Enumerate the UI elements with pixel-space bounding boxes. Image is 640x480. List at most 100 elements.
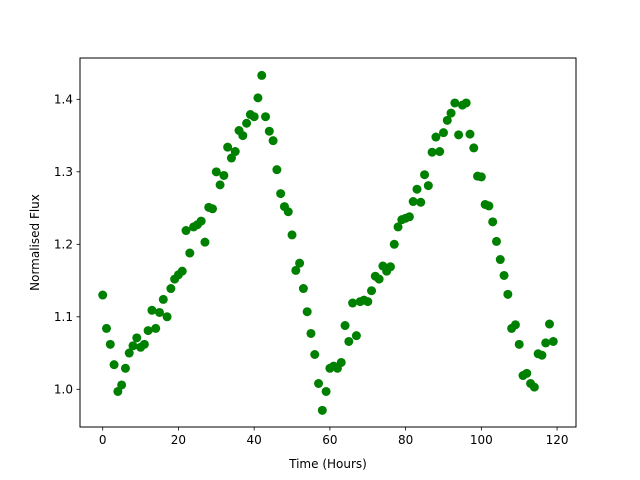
data-point xyxy=(416,197,426,207)
data-point xyxy=(484,201,494,211)
data-point xyxy=(491,236,501,246)
data-point xyxy=(295,258,305,268)
data-point xyxy=(351,331,361,341)
data-point xyxy=(348,298,358,308)
data-point xyxy=(162,312,172,322)
data-point xyxy=(423,181,433,191)
data-point xyxy=(340,321,350,331)
data-point xyxy=(298,284,308,294)
data-point xyxy=(344,336,354,346)
data-point xyxy=(117,380,127,390)
data-point xyxy=(314,379,324,388)
data-point xyxy=(503,289,513,299)
data-point xyxy=(151,323,161,333)
data-point xyxy=(208,204,218,214)
y-tick-label: 1.4 xyxy=(54,92,73,106)
data-point xyxy=(211,167,221,177)
data-point xyxy=(465,129,475,139)
data-point xyxy=(291,265,301,275)
x-axis-ticks: 0 20 40 60 80 100 120 xyxy=(99,427,569,447)
data-point xyxy=(272,165,282,175)
data-point xyxy=(363,297,373,307)
y-tick-label: 1.1 xyxy=(54,310,73,324)
data-point xyxy=(321,386,331,396)
data-point xyxy=(249,112,259,122)
data-point xyxy=(495,255,505,265)
data-point xyxy=(98,290,108,300)
data-point xyxy=(389,239,399,249)
x-axis-label: Time (Hours) xyxy=(288,457,367,471)
data-point xyxy=(226,153,236,163)
axes-frame xyxy=(79,57,577,428)
x-tick-label: 20 xyxy=(171,433,186,447)
data-point xyxy=(155,307,165,317)
data-point xyxy=(541,338,551,348)
data-point xyxy=(166,284,176,294)
data-points xyxy=(98,70,558,415)
data-point xyxy=(306,328,316,338)
data-point xyxy=(264,126,274,136)
data-point xyxy=(276,189,286,199)
data-point xyxy=(177,266,187,276)
x-tick-label: 120 xyxy=(546,433,569,447)
data-point xyxy=(257,70,267,80)
y-tick-label: 1.3 xyxy=(54,165,73,179)
y-axis-label: Normalised Flux xyxy=(28,194,42,291)
data-point xyxy=(454,130,464,140)
x-tick-label: 0 xyxy=(99,433,107,447)
data-point xyxy=(181,226,191,236)
data-point xyxy=(158,294,168,304)
data-point xyxy=(253,93,263,103)
data-point xyxy=(336,357,346,367)
x-tick-label: 80 xyxy=(398,433,413,447)
data-point xyxy=(529,382,539,392)
data-point xyxy=(200,237,210,247)
data-point xyxy=(132,333,142,343)
data-point xyxy=(147,305,157,315)
data-point xyxy=(109,360,119,370)
data-point xyxy=(514,339,524,349)
data-point xyxy=(499,270,509,280)
data-point xyxy=(120,363,130,373)
data-point xyxy=(404,212,414,222)
data-point xyxy=(230,147,240,157)
data-point xyxy=(537,350,547,360)
data-point xyxy=(374,274,384,284)
data-point xyxy=(545,319,554,329)
data-point xyxy=(219,170,229,180)
data-point xyxy=(185,248,195,258)
data-point xyxy=(302,307,312,317)
data-point xyxy=(124,348,134,358)
data-point xyxy=(310,350,320,359)
data-point xyxy=(139,339,149,349)
data-point xyxy=(522,368,532,378)
data-point xyxy=(435,147,445,157)
data-point xyxy=(223,142,233,152)
x-tick-label: 40 xyxy=(247,433,262,447)
data-point xyxy=(215,180,225,190)
data-point xyxy=(113,386,123,396)
data-point xyxy=(450,98,460,108)
x-tick-label: 60 xyxy=(322,433,337,447)
data-point xyxy=(367,286,377,296)
data-point xyxy=(105,339,115,349)
data-point xyxy=(408,197,418,207)
data-point xyxy=(385,262,395,272)
data-point xyxy=(283,207,293,217)
data-point xyxy=(461,98,471,108)
data-point xyxy=(143,326,153,336)
data-point xyxy=(488,217,498,227)
data-point xyxy=(431,132,441,142)
data-point xyxy=(268,136,278,146)
data-point xyxy=(438,128,448,138)
data-point xyxy=(393,222,403,232)
data-point xyxy=(412,184,422,194)
data-point xyxy=(238,131,248,141)
data-point xyxy=(261,112,271,122)
data-point xyxy=(427,147,437,157)
x-tick-label: 100 xyxy=(470,433,493,447)
data-point xyxy=(420,170,430,180)
y-tick-label: 1.0 xyxy=(54,382,73,396)
